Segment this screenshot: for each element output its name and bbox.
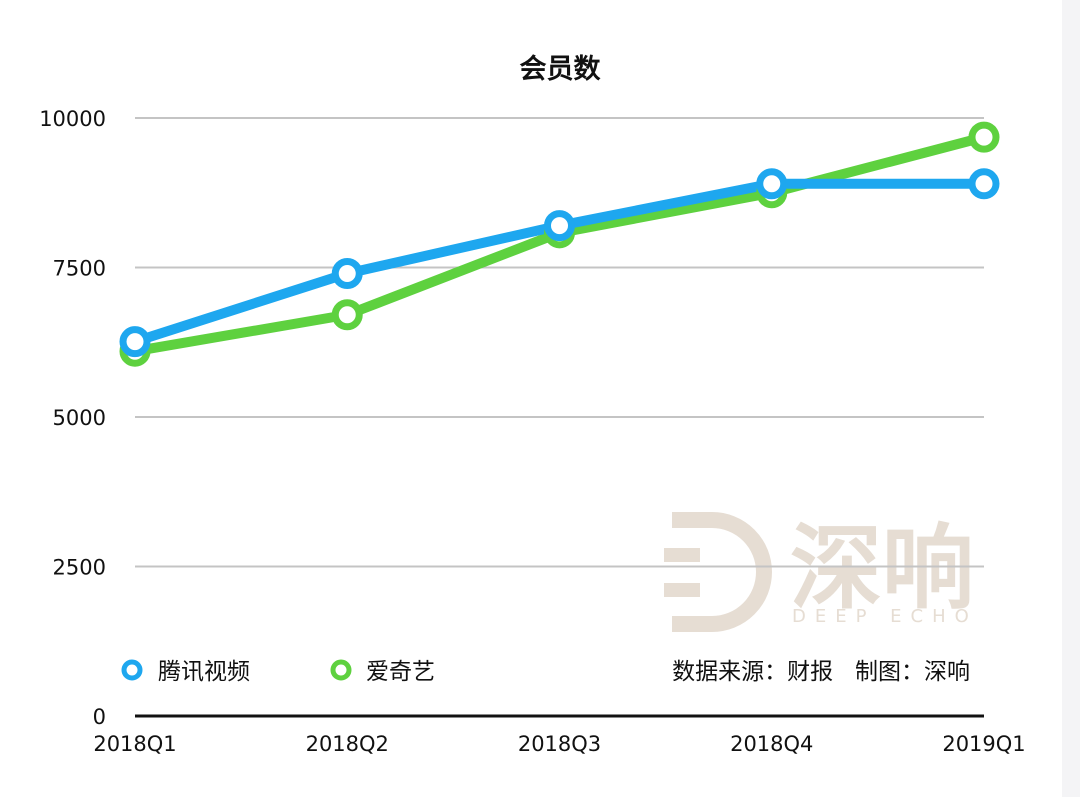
watermark-sub-text: DEEP ECHO — [792, 606, 978, 627]
data-point — [544, 210, 575, 242]
legend-marker-icon — [121, 659, 143, 681]
watermark-main-text: 深响 — [790, 515, 974, 622]
source-note: 数据来源：财报 制图：深响 — [672, 659, 970, 685]
watermark: 深响 DEEP ECHO — [664, 512, 978, 632]
y-tick-label: 2500 — [53, 556, 106, 580]
x-tick-label: 2019Q1 — [942, 732, 1025, 756]
x-tick-label: 2018Q1 — [93, 732, 176, 756]
legend-marker-icon — [330, 659, 352, 681]
legend-item-tencent: 腾讯视频 — [121, 659, 250, 685]
x-axis: 2018Q1 2018Q2 2018Q3 2018Q4 2019Q1 — [93, 732, 1025, 756]
data-point — [331, 257, 363, 289]
y-tick-label: 0 — [93, 705, 106, 729]
chart-title: 会员数 — [520, 54, 602, 85]
legend-label: 爱奇艺 — [366, 659, 435, 685]
data-point — [756, 168, 788, 200]
y-axis: 0 2500 5000 7500 10000 — [39, 107, 106, 729]
x-tick-label: 2018Q3 — [518, 732, 601, 756]
legend-label: 腾讯视频 — [158, 659, 250, 685]
y-tick-label: 7500 — [53, 257, 106, 281]
legend-item-iqiyi: 爱奇艺 — [330, 659, 435, 685]
data-point — [331, 299, 363, 331]
gridlines — [135, 117, 984, 568]
series-line-0 — [130, 178, 989, 347]
data-point — [968, 168, 1000, 200]
y-tick-label: 5000 — [53, 406, 106, 430]
watermark-logo-icon — [664, 512, 772, 632]
series-points — [119, 121, 1000, 367]
y-tick-label: 10000 — [39, 107, 106, 131]
data-point — [968, 121, 1000, 153]
x-tick-label: 2018Q2 — [306, 732, 389, 756]
page-edge-strip — [1062, 0, 1080, 797]
data-point — [119, 326, 151, 358]
x-tick-label: 2018Q4 — [730, 732, 813, 756]
legend: 腾讯视频 爱奇艺 — [121, 659, 435, 685]
